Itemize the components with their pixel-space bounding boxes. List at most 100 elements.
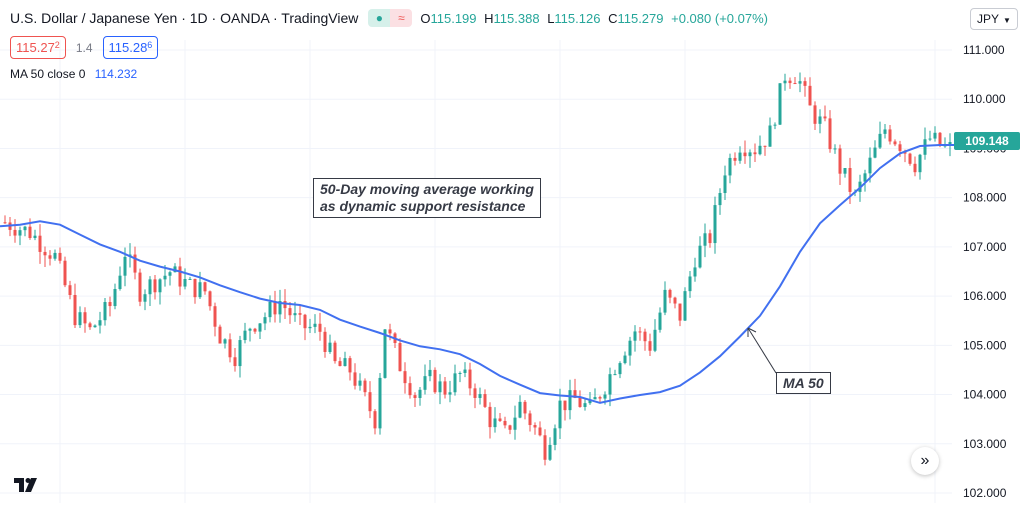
- candle-body: [118, 275, 122, 289]
- ohlc-values: O115.199 H115.388 L115.126 C115.279 +0.0…: [420, 11, 772, 26]
- candle-body: [568, 390, 572, 411]
- chevron-down-icon: ▼: [1003, 16, 1011, 25]
- candle-body: [468, 369, 472, 389]
- indicator-value: 114.232: [94, 67, 138, 81]
- candle-body: [273, 301, 277, 315]
- candle-body: [313, 323, 317, 327]
- candle-body: [383, 329, 387, 378]
- close-label: C: [608, 10, 618, 26]
- candle-body: [158, 279, 162, 293]
- candle-body: [443, 381, 447, 395]
- candle-body: [678, 303, 682, 321]
- candle-body: [513, 417, 517, 430]
- candle-body: [108, 302, 112, 307]
- indicator-label: MA 50 close 0: [10, 67, 86, 81]
- candle-body: [838, 148, 842, 174]
- symbol-title[interactable]: U.S. Dollar / Japanese Yen · 1D · OANDA …: [10, 10, 359, 26]
- scroll-to-realtime-button[interactable]: »: [911, 447, 939, 475]
- candle-body: [293, 313, 297, 316]
- candle-body: [898, 144, 902, 151]
- candle-body: [248, 328, 252, 331]
- candle-body: [153, 279, 157, 293]
- candle-body: [573, 390, 577, 398]
- candle-body: [223, 339, 227, 344]
- currency-selector[interactable]: JPY ▼: [970, 8, 1018, 30]
- candle-body: [683, 291, 687, 321]
- candle-body: [748, 152, 752, 157]
- candle-body: [638, 331, 642, 333]
- low-label: L: [547, 10, 555, 26]
- candle-body: [298, 313, 302, 315]
- candle-body: [233, 357, 237, 367]
- indicator-legend[interactable]: MA 50 close 0 114.232: [10, 67, 137, 81]
- candle-body: [363, 380, 367, 393]
- candle-body: [343, 358, 347, 367]
- current-price-badge: 109.148: [954, 132, 1020, 150]
- candle-body: [948, 142, 952, 146]
- candle-body: [718, 193, 722, 206]
- annotation-main[interactable]: 50-Day moving average working as dynamic…: [313, 178, 541, 218]
- candle-body: [498, 418, 502, 421]
- buy-price: 115.28: [108, 40, 148, 55]
- candle-body: [403, 371, 407, 384]
- market-status[interactable]: ● ≈: [368, 9, 413, 27]
- candle-body: [433, 369, 437, 393]
- candle-body: [198, 282, 202, 298]
- tradingview-logo-icon: [14, 478, 37, 492]
- candle-body: [408, 383, 412, 396]
- candle-body: [893, 141, 897, 145]
- candlestick-series: [3, 72, 952, 466]
- open-value: 115.199: [430, 10, 477, 26]
- candle-body: [348, 358, 352, 373]
- candle-body: [548, 444, 552, 460]
- buy-button[interactable]: 115.286: [102, 36, 159, 59]
- candle-body: [268, 301, 272, 318]
- candle-body: [188, 278, 192, 280]
- candle-body: [13, 229, 17, 236]
- sell-button[interactable]: 115.272: [10, 36, 66, 59]
- candle-body: [938, 132, 942, 146]
- candle-body: [388, 329, 392, 334]
- open-label: O: [420, 10, 431, 26]
- candle-body: [528, 413, 532, 426]
- candle-body: [658, 312, 662, 330]
- candle-body: [843, 168, 847, 174]
- buy-price-pip: 6: [147, 40, 153, 50]
- candle-body: [558, 400, 562, 429]
- candle-body: [438, 381, 442, 393]
- candle-body: [78, 312, 82, 326]
- price-tick-label: 102.000: [963, 486, 1007, 500]
- candle-body: [93, 325, 97, 328]
- candle-body: [18, 230, 22, 236]
- ma-50-line: [0, 144, 955, 404]
- candle-body: [733, 157, 737, 161]
- candle-body: [713, 205, 717, 244]
- candle-body: [873, 147, 877, 158]
- candle-body: [318, 323, 322, 332]
- annotation-arrow-line: [747, 327, 777, 374]
- candle-body: [908, 153, 912, 164]
- price-axis-labels: 111.000110.000109.000108.000107.000106.0…: [963, 43, 1007, 500]
- candle-body: [803, 81, 807, 86]
- candle-body: [603, 394, 607, 399]
- candle-body: [338, 361, 342, 367]
- candle-body: [28, 226, 32, 238]
- candle-body: [533, 425, 537, 428]
- candle-body: [913, 163, 917, 173]
- annotation-ma-label[interactable]: MA 50: [776, 372, 831, 394]
- sell-price: 115.27: [16, 40, 55, 55]
- candle-body: [933, 132, 937, 139]
- candle-body: [258, 323, 262, 332]
- candle-body: [788, 80, 792, 84]
- candle-body: [138, 272, 142, 302]
- candle-body: [283, 301, 287, 309]
- candle-body: [163, 275, 167, 280]
- candle-body: [83, 312, 87, 324]
- candle-body: [458, 372, 462, 374]
- candle-body: [648, 341, 652, 351]
- annotation-line-1: 50-Day moving average working: [320, 181, 534, 197]
- grid-lines: [0, 40, 952, 503]
- candle-body: [763, 145, 767, 147]
- candle-body: [398, 343, 402, 372]
